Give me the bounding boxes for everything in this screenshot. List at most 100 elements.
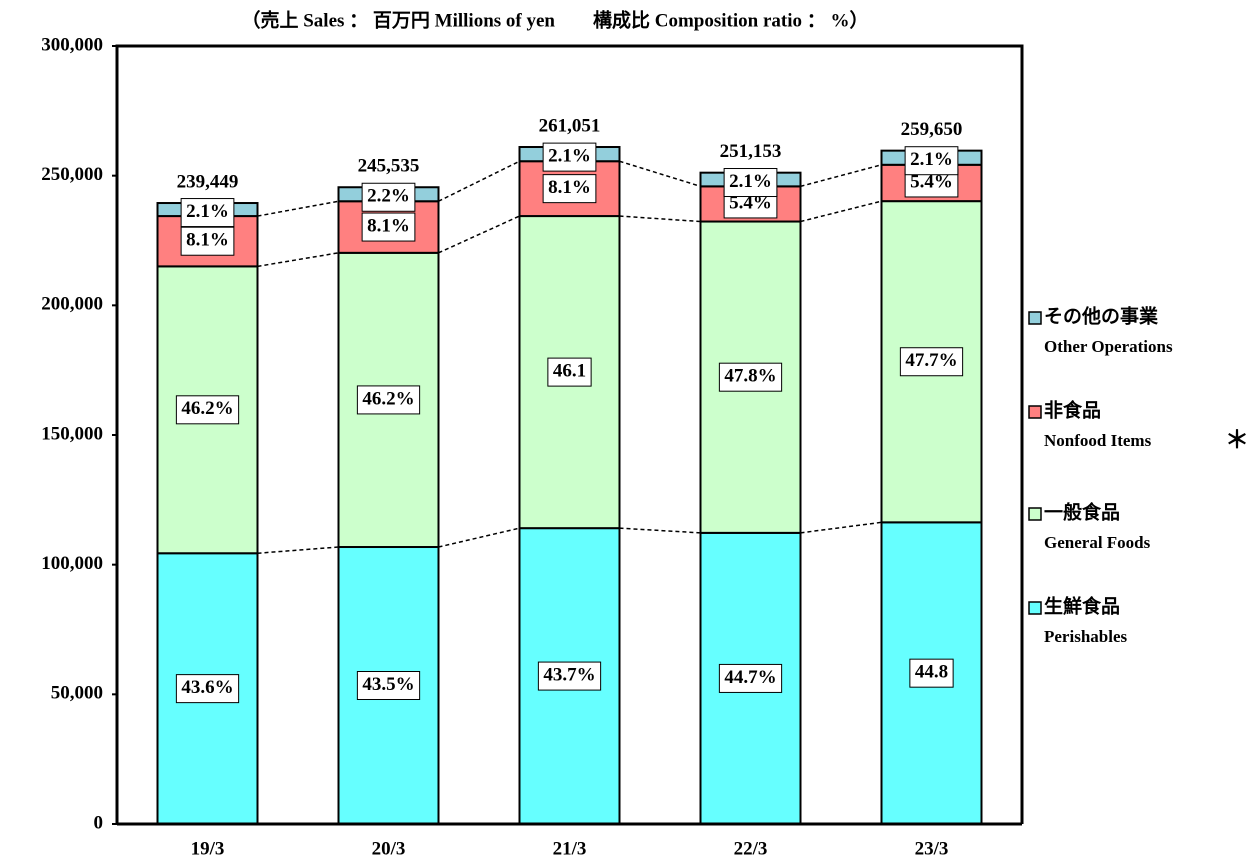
ratio-label-box: [537, 661, 602, 691]
ratio-label-text: 2.1%: [548, 145, 591, 166]
plot-frame: [115, 44, 1024, 824]
ratio-label-text: 2.1%: [910, 149, 953, 170]
ratio-label: 44.8: [909, 658, 954, 688]
connector-line: [800, 200, 882, 223]
legend-label: 一般食品: [1044, 500, 1120, 523]
legend-swatch: [1028, 311, 1042, 325]
y-tick-label: 250,000: [41, 164, 103, 185]
ratio-label-text: 8.1%: [548, 177, 591, 198]
ratio-label-text: 43.6%: [181, 677, 233, 698]
ratio-label-text: 46.1: [553, 360, 586, 381]
ratio-label: 8.1%: [361, 212, 416, 242]
ratio-label-text: 44.7%: [724, 667, 776, 688]
legend-swatch: [1028, 601, 1042, 615]
ratio-label: 8.1%: [180, 226, 235, 256]
ratio-label: 46.2%: [356, 385, 421, 415]
ratio-label-text: 8.1%: [186, 230, 229, 251]
connector-line: [257, 252, 339, 268]
ratio-label-box: [356, 385, 421, 415]
ratio-label-text: 43.5%: [362, 674, 414, 695]
ratio-label: 43.7%: [537, 661, 602, 691]
connector-line: [800, 164, 882, 188]
ratio-label-box: [175, 674, 240, 704]
connector-line: [619, 215, 701, 223]
ratio-label-text: 47.7%: [905, 350, 957, 371]
ratio-label-box: [356, 671, 421, 701]
ratio-label-text: 2.2%: [367, 186, 410, 207]
ratio-label-box: [547, 357, 592, 387]
ratio-label: 44.7%: [718, 663, 783, 693]
x-tick-label: 20/3: [372, 838, 406, 859]
legend-swatch: [1028, 405, 1042, 419]
legend-label: 生鮮食品: [1044, 594, 1120, 617]
x-tick-label: 21/3: [553, 838, 587, 859]
total-label: 245,535: [358, 156, 420, 177]
ratio-label: 46.1: [547, 357, 592, 387]
x-tick-label: 19/3: [191, 838, 225, 859]
ratio-label: 47.8%: [718, 362, 783, 392]
x-tick-label: 22/3: [734, 838, 768, 859]
ratio-label-box: [899, 347, 964, 377]
connector-line: [438, 527, 520, 548]
legend-label: その他の事業: [1044, 304, 1159, 327]
y-tick-label: 0: [94, 812, 104, 833]
y-tick-label: 150,000: [41, 423, 103, 444]
legend-note: ＊: [1225, 428, 1249, 454]
legend-label-en: Other Operations: [1044, 337, 1173, 356]
ratio-label-box: [180, 198, 235, 228]
ratio-label-box: [909, 658, 954, 688]
ratio-label-text: 5.4%: [729, 192, 772, 213]
ratio-label-text: 44.8: [915, 662, 948, 683]
ratio-label-text: 2.1%: [729, 171, 772, 192]
ratio-label-text: 47.8%: [724, 366, 776, 387]
ratio-label: 47.7%: [899, 347, 964, 377]
connector-line: [438, 215, 520, 254]
ratio-label: 46.2%: [175, 395, 240, 425]
ratio-label-text: 46.2%: [181, 398, 233, 419]
y-tick-label: 200,000: [41, 294, 103, 315]
total-label: 251,153: [720, 141, 782, 162]
ratio-label: 2.1%: [723, 168, 778, 198]
legend-label-en: Perishables: [1044, 627, 1127, 646]
ratio-label-text: 5.4%: [910, 171, 953, 192]
ratio-label-text: 43.7%: [543, 664, 595, 685]
connector-line: [619, 160, 701, 188]
ratio-label: 43.6%: [175, 674, 240, 704]
chart-title: （売上 Sales ： 百万円 Millions of yen 構成比 Comp…: [241, 8, 868, 31]
ratio-label-text: 8.1%: [367, 215, 410, 236]
y-tick-label: 100,000: [41, 553, 103, 574]
total-label: 239,449: [177, 171, 239, 192]
ratio-label-box: [542, 174, 597, 204]
legend-label: 非食品: [1044, 398, 1101, 421]
x-tick-label: 23/3: [915, 838, 949, 859]
legend-swatch: [1028, 507, 1042, 521]
ratio-label-box: [175, 395, 240, 425]
y-tick-label: 50,000: [51, 683, 103, 704]
connector-line: [257, 200, 339, 217]
ratio-label: 2.1%: [180, 198, 235, 228]
connector-line: [438, 160, 520, 202]
ratio-label-box: [723, 168, 778, 198]
legend-label-en: General Foods: [1044, 533, 1151, 552]
legend-label-en: Nonfood Items: [1044, 431, 1152, 450]
total-label: 259,650: [901, 119, 963, 140]
connector-line: [619, 527, 701, 534]
ratio-label: 2.1%: [904, 146, 959, 176]
ratio-label: 2.1%: [542, 142, 597, 172]
y-tick-label: 300,000: [41, 34, 103, 55]
ratio-label-box: [904, 146, 959, 176]
connector-line: [800, 521, 882, 534]
connector-line: [257, 546, 339, 555]
ratio-label-box: [361, 182, 416, 212]
ratio-label-box: [718, 362, 783, 392]
ratio-label: 8.1%: [542, 174, 597, 204]
total-label: 261,051: [539, 115, 601, 136]
ratio-label-text: 2.1%: [186, 201, 229, 222]
ratio-label: 43.5%: [356, 671, 421, 701]
ratio-label-text: 46.2%: [362, 388, 414, 409]
ratio-label-box: [718, 663, 783, 693]
ratio-label: 2.2%: [361, 182, 416, 212]
ratio-label-box: [361, 212, 416, 242]
ratio-label-box: [542, 142, 597, 172]
